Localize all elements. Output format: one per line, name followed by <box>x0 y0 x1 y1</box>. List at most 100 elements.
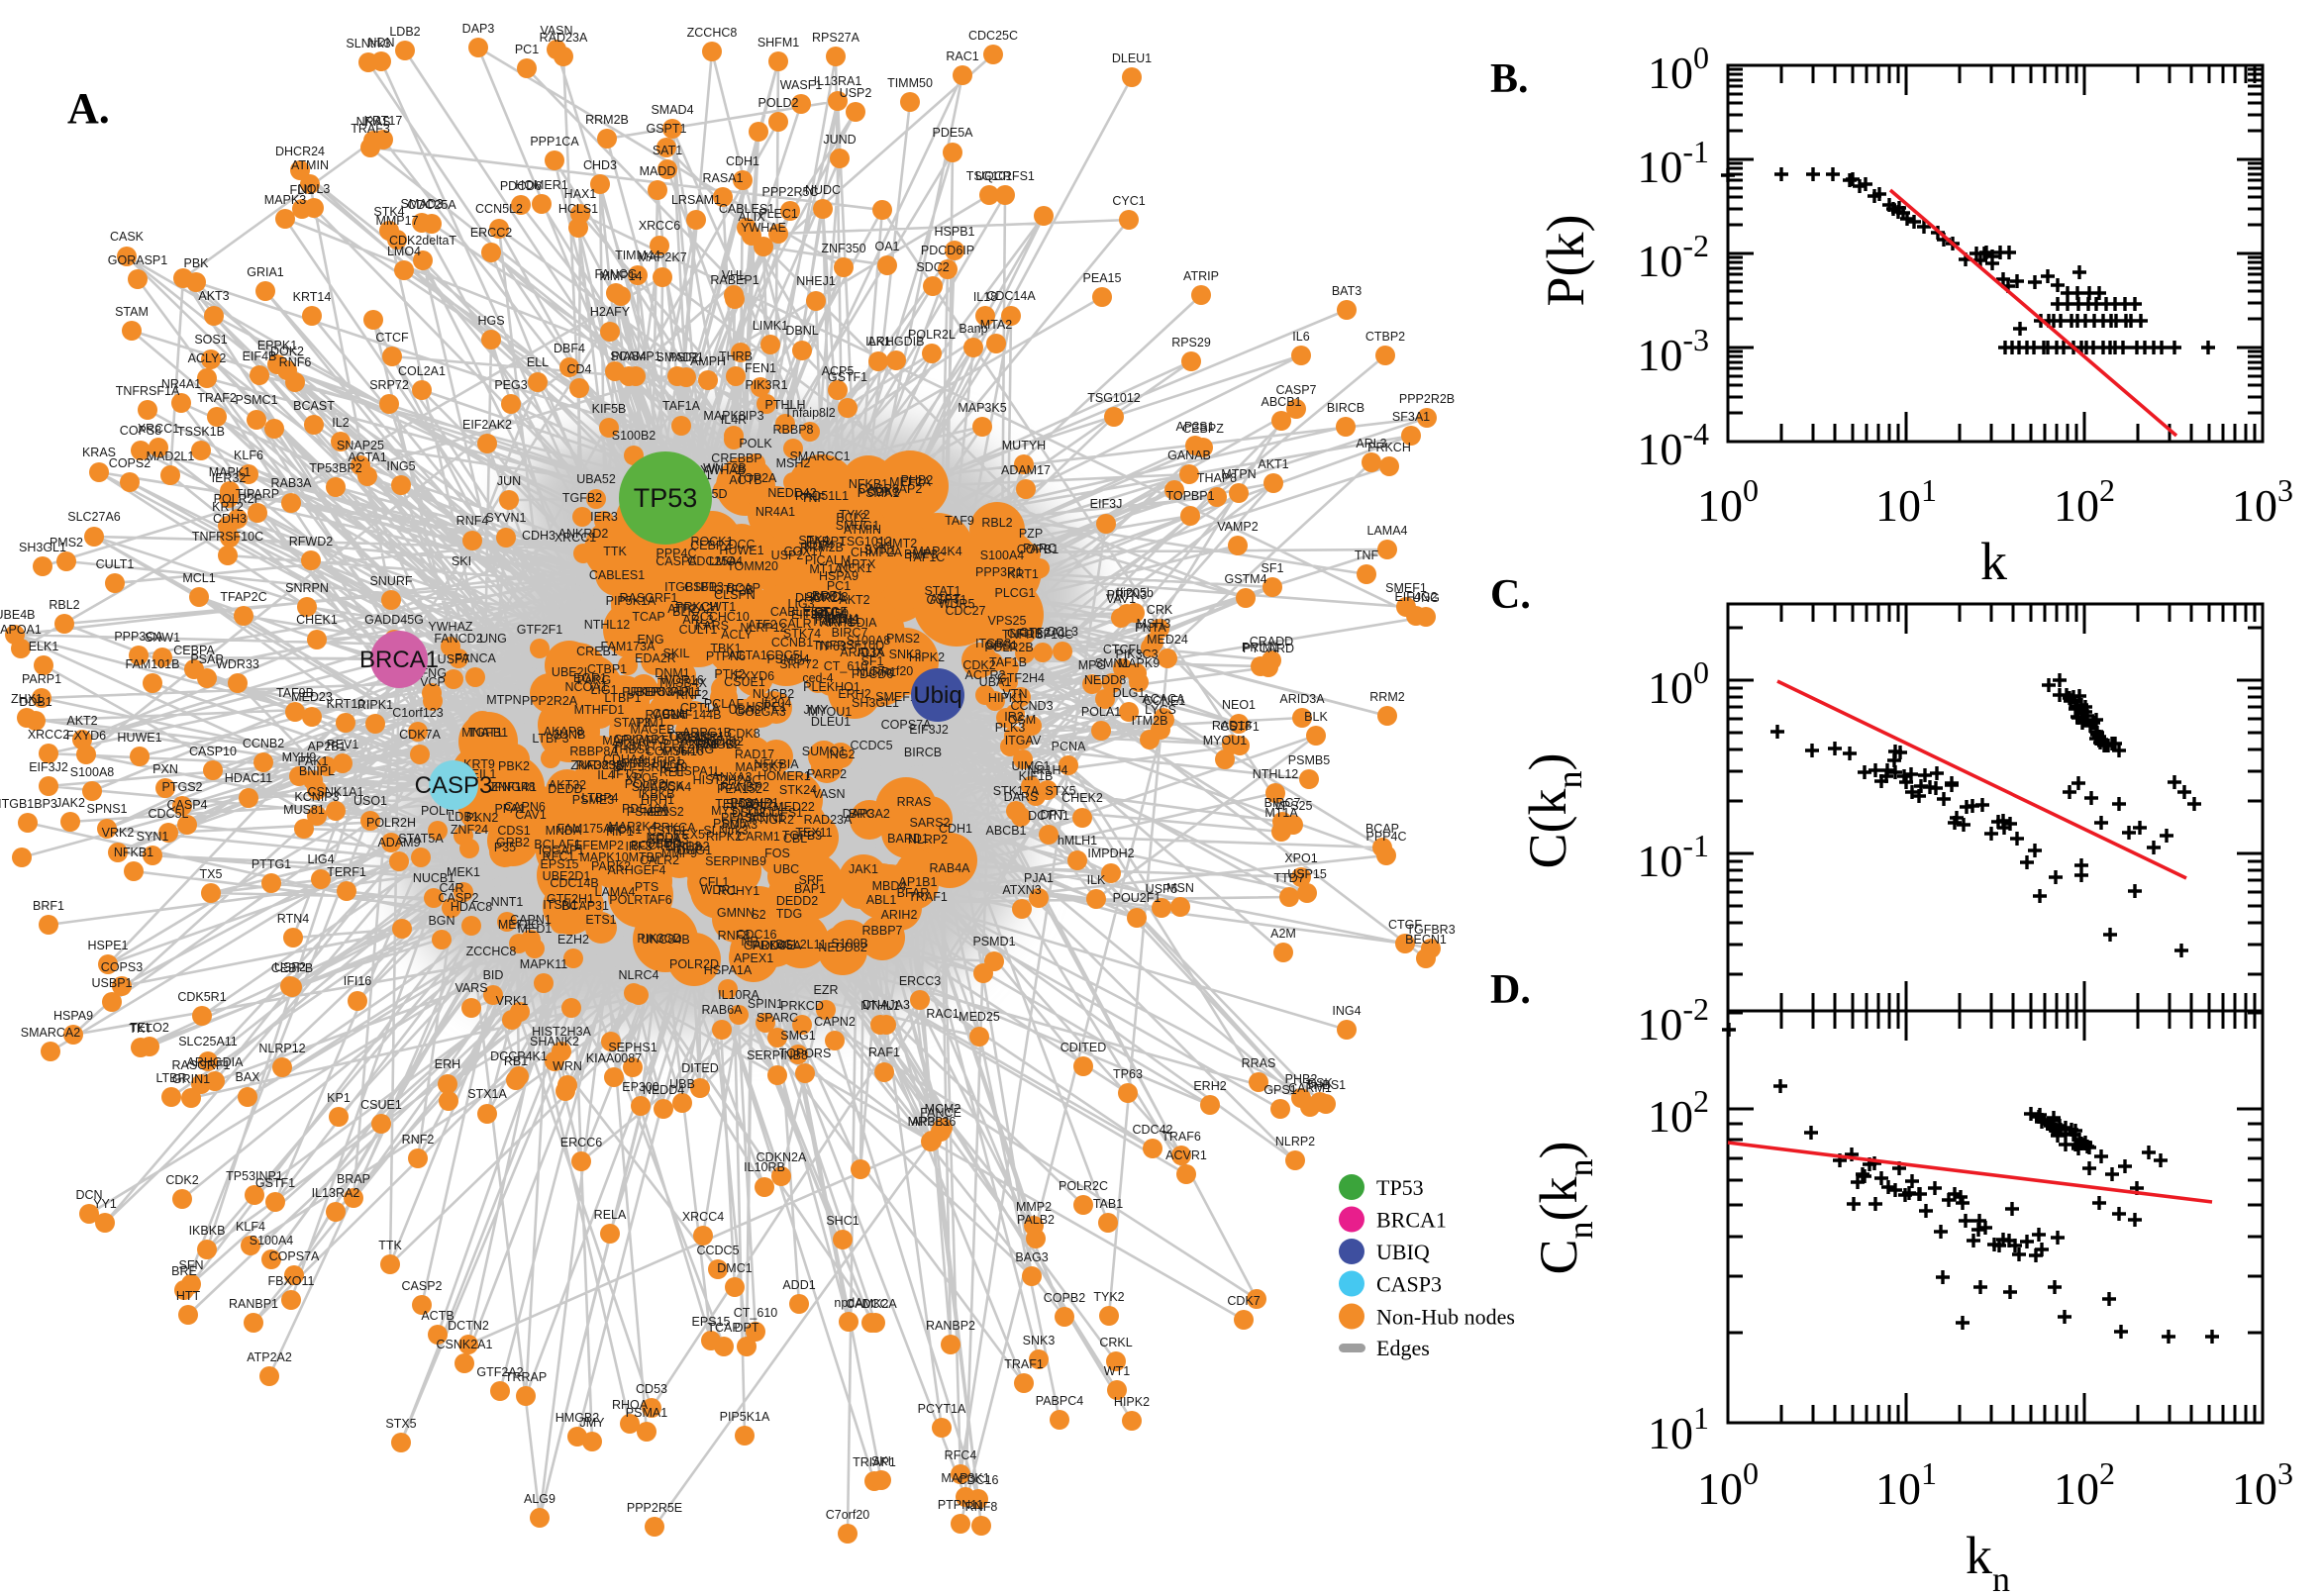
svg-text:MBD4: MBD4 <box>872 879 907 893</box>
svg-text:S100B: S100B <box>831 937 868 950</box>
svg-text:TP63: TP63 <box>1113 1067 1143 1081</box>
svg-text:CDH1: CDH1 <box>726 154 759 168</box>
svg-text:HUWE1: HUWE1 <box>719 544 763 557</box>
svg-text:RFWD2: RFWD2 <box>289 535 333 549</box>
svg-text:STAT1: STAT1 <box>924 584 960 598</box>
svg-text:MED23: MED23 <box>291 690 333 704</box>
svg-text:RTN4: RTN4 <box>827 612 858 626</box>
svg-text:TAF9B: TAF9B <box>276 686 314 700</box>
svg-text:TP53BP2: TP53BP2 <box>309 461 362 475</box>
svg-text:PCLAF: PCLAF <box>704 697 745 711</box>
svg-text:CHD3: CHD3 <box>583 158 617 172</box>
svg-text:TRRAP: TRRAP <box>505 1370 547 1384</box>
svg-text:RNF4: RNF4 <box>456 514 489 528</box>
svg-text:ADAM17: ADAM17 <box>1001 463 1051 477</box>
svg-text:PPP1CA: PPP1CA <box>530 135 579 149</box>
svg-text:SMARCA4: SMARCA4 <box>632 780 691 794</box>
svg-text:CABLES1: CABLES1 <box>589 568 645 582</box>
svg-text:ILK1: ILK1 <box>865 335 891 349</box>
svg-text:IL6: IL6 <box>1292 330 1309 344</box>
svg-text:ELK1: ELK1 <box>29 640 59 653</box>
svg-text:ABCB1: ABCB1 <box>986 824 1027 838</box>
svg-text:DSG3: DSG3 <box>732 806 765 820</box>
svg-text:UBIQ: UBIQ <box>1376 1240 1430 1264</box>
svg-text:THBS1: THBS1 <box>612 743 652 756</box>
svg-text:PICALM: PICALM <box>805 553 852 567</box>
svg-text:NDN: NDN <box>367 36 394 50</box>
svg-text:ANXA3: ANXA3 <box>712 770 753 784</box>
svg-text:IL10RB: IL10RB <box>744 1160 785 1174</box>
svg-text:RAB3A: RAB3A <box>271 476 313 490</box>
svg-text:IL13RA1: IL13RA1 <box>814 74 862 88</box>
svg-text:EIF4G2: EIF4G2 <box>1394 590 1437 604</box>
svg-text:BRAP: BRAP <box>337 1172 370 1186</box>
svg-text:PHB2: PHB2 <box>1285 1072 1318 1086</box>
svg-text:GINS2: GINS2 <box>647 805 684 819</box>
svg-text:CDK2: CDK2 <box>962 658 995 672</box>
svg-text:TTK: TTK <box>603 545 627 558</box>
svg-text:USP2: USP2 <box>840 86 872 100</box>
svg-text:APTX: APTX <box>844 557 876 571</box>
svg-text:PIP5K1A: PIP5K1A <box>606 594 656 608</box>
svg-text:CDC16: CDC16 <box>959 1473 999 1487</box>
svg-text:RNF6: RNF6 <box>279 355 312 369</box>
svg-text:CEBPZ: CEBPZ <box>1182 422 1224 436</box>
svg-text:TERF1: TERF1 <box>327 865 366 879</box>
svg-text:UBC: UBC <box>773 862 799 876</box>
svg-text:PTTG1: PTTG1 <box>252 857 291 871</box>
svg-text:KARS: KARS <box>695 619 729 633</box>
svg-text:NCOA1: NCOA1 <box>564 680 607 694</box>
svg-text:FEN1: FEN1 <box>745 361 776 375</box>
svg-text:C.: C. <box>1490 572 1531 618</box>
svg-text:XPO1: XPO1 <box>1284 851 1317 865</box>
svg-text:CDK2: CDK2 <box>165 1173 198 1187</box>
svg-text:NP: NP <box>741 935 758 948</box>
svg-text:IFNGR2: IFNGR2 <box>749 813 794 827</box>
svg-text:TIPARP: TIPARP <box>236 487 279 501</box>
svg-text:DAP3: DAP3 <box>462 22 495 36</box>
svg-text:TRAF1: TRAF1 <box>908 890 948 904</box>
svg-text:PZP: PZP <box>1019 527 1043 541</box>
svg-text:MYH9: MYH9 <box>282 750 317 764</box>
svg-text:PCNA: PCNA <box>1052 740 1086 753</box>
svg-text:CABLES1: CABLES1 <box>719 202 774 216</box>
svg-text:CABLES2: CABLES2 <box>770 605 826 619</box>
svg-text:FANCD2: FANCD2 <box>434 632 482 646</box>
svg-text:CD53: CD53 <box>636 1382 667 1396</box>
svg-text:ARID3A: ARID3A <box>840 646 885 659</box>
svg-text:IKBKB: IKBKB <box>189 1224 226 1238</box>
svg-text:DOK2: DOK2 <box>270 345 304 358</box>
svg-text:CTCF: CTCF <box>375 331 409 345</box>
svg-text:IL4R: IL4R <box>721 413 747 427</box>
svg-text:HSPA1A: HSPA1A <box>704 963 753 977</box>
svg-text:CSTF1: CSTF1 <box>1220 720 1260 734</box>
svg-text:BCLAF1: BCLAF1 <box>534 838 580 851</box>
svg-text:SERPINB9: SERPINB9 <box>705 854 766 868</box>
svg-text:KLF4: KLF4 <box>236 1220 265 1234</box>
svg-text:GTF2H4: GTF2H4 <box>997 671 1045 685</box>
svg-text:HIPK2: HIPK2 <box>909 650 945 664</box>
svg-text:HIP1: HIP1 <box>606 825 634 839</box>
svg-text:P(k): P(k) <box>1536 215 1595 307</box>
svg-text:JUND: JUND <box>823 133 856 147</box>
svg-text:KRAS: KRAS <box>82 446 116 459</box>
svg-text:AP1B1: AP1B1 <box>899 875 938 889</box>
svg-text:S100A8: S100A8 <box>847 634 891 648</box>
svg-text:HAX1: HAX1 <box>564 187 597 201</box>
svg-text:BIRC7: BIRC7 <box>832 626 868 640</box>
svg-text:ACTR2: ACTR2 <box>965 668 1006 682</box>
svg-text:MYOU1: MYOU1 <box>1203 734 1248 748</box>
svg-text:EIF3J2: EIF3J2 <box>909 723 949 737</box>
svg-text:ZNF24: ZNF24 <box>451 823 488 837</box>
svg-text:LTBP3: LTBP3 <box>532 732 568 746</box>
svg-text:TGFB1: TGFB1 <box>468 726 508 740</box>
svg-text:PSMA1: PSMA1 <box>858 486 899 500</box>
svg-text:RRAS: RRAS <box>1242 1056 1276 1070</box>
svg-text:MUS81: MUS81 <box>283 803 325 817</box>
svg-text:MAD2L1: MAD2L1 <box>147 449 195 463</box>
svg-text:MMP17: MMP17 <box>375 214 418 228</box>
svg-text:UBA1: UBA1 <box>979 675 1012 689</box>
svg-text:USP15: USP15 <box>1287 867 1327 881</box>
svg-text:FAM101B: FAM101B <box>126 657 180 671</box>
svg-text:PC1: PC1 <box>515 43 539 56</box>
